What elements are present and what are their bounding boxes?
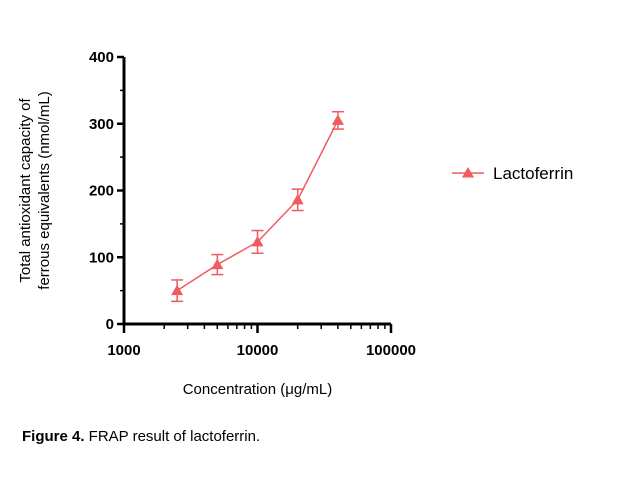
series-layer [171,110,344,303]
x-tick-label-100000: 100000 [366,342,416,359]
triangle-marker [331,114,344,125]
tick-marks [117,55,393,333]
triangle-marker [251,235,264,247]
data-point-40000 [331,110,344,130]
x-tick-label-10000: 10000 [237,342,279,359]
triangle-marker [171,284,184,296]
y-tick-label-200: 200 [89,183,114,200]
caption-label: Figure 4. [22,428,85,445]
y-axis-title: Total antioxidant capacity of ferrous equ… [17,91,53,289]
data-point-2500 [171,279,184,303]
legend-marker [462,167,474,178]
y-tick-label-300: 300 [89,116,114,133]
x-axis-title: Concentration (μg/mL) [183,381,333,398]
y-tick-label-100: 100 [89,249,114,266]
x-tick-label-1000: 1000 [107,342,140,359]
y-axis-title-line: ferrous equivalents (nmol/mL) [36,91,53,289]
data-point-5000 [211,253,224,276]
series-line-lactoferrin [176,120,339,292]
triangle-marker [211,258,224,270]
data-point-10000 [251,229,264,254]
y-tick-label-400: 400 [89,49,114,66]
axes [122,57,391,326]
tick-labels: 0 100 200 300 400 1000 10000 100000 [89,49,416,359]
legend-label-lactoferrin: Lactoferrin [493,164,573,183]
figure-caption: Figure 4. FRAP result of lactoferrin. [22,428,260,445]
y-axis-title-line: Total antioxidant capacity of [17,98,34,283]
legend: Lactoferrin [452,164,573,183]
y-tick-label-0: 0 [106,316,114,333]
triangle-marker [291,193,304,205]
data-point-20000 [291,188,304,212]
caption-text: FRAP result of lactoferrin. [84,428,261,445]
axis-titles: Concentration (μg/mL) Total antioxidant c… [17,91,332,398]
